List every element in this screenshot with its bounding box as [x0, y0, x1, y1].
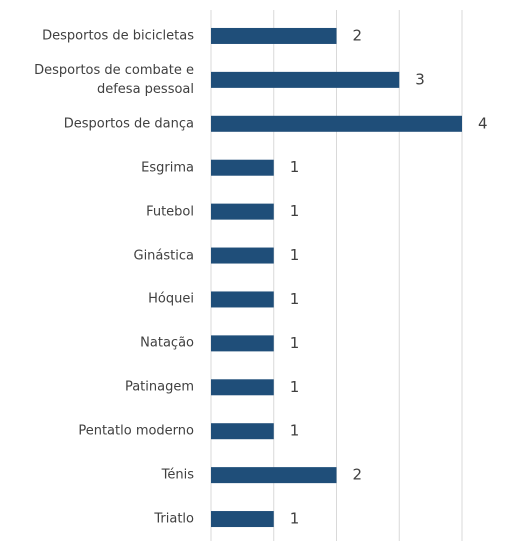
- value-label: 1: [290, 202, 300, 220]
- bar: [211, 511, 274, 528]
- category-label: Ginástica: [133, 248, 195, 264]
- value-label: 3: [415, 70, 425, 88]
- bar: [211, 115, 462, 132]
- value-label: 1: [290, 158, 300, 176]
- value-label: 1: [290, 334, 300, 352]
- category-label: Triatlo: [154, 511, 194, 527]
- category-label: Desportos de combate e defesa pessoal: [34, 62, 194, 97]
- category-label: Esgrima: [141, 160, 194, 176]
- bar: [211, 247, 274, 264]
- category-label: Hóquei: [148, 291, 194, 307]
- category-label: Pentatlo moderno: [78, 423, 194, 439]
- bar: [211, 159, 274, 176]
- category-label: Ténis: [161, 467, 194, 483]
- category-label: Desportos de dança: [63, 116, 194, 132]
- category-label: Futebol: [146, 204, 194, 220]
- value-label: 1: [290, 510, 300, 528]
- value-label: 1: [290, 246, 300, 264]
- bar: [211, 379, 274, 396]
- value-label: 1: [290, 422, 300, 440]
- bar: [211, 27, 337, 44]
- category-label: Patinagem: [124, 379, 194, 395]
- category-label: Natação: [140, 335, 194, 351]
- value-label: 2: [353, 26, 363, 44]
- value-label: 4: [478, 114, 488, 132]
- bar: [211, 467, 337, 484]
- value-label: 2: [353, 466, 363, 484]
- bar: [211, 423, 274, 440]
- bar: [211, 291, 274, 308]
- bar: [211, 203, 274, 220]
- value-label: 1: [290, 290, 300, 308]
- value-label: 1: [290, 378, 300, 396]
- category-label: Desportos de bicicletas: [42, 28, 194, 44]
- bar: [211, 335, 274, 352]
- bar: [211, 71, 400, 88]
